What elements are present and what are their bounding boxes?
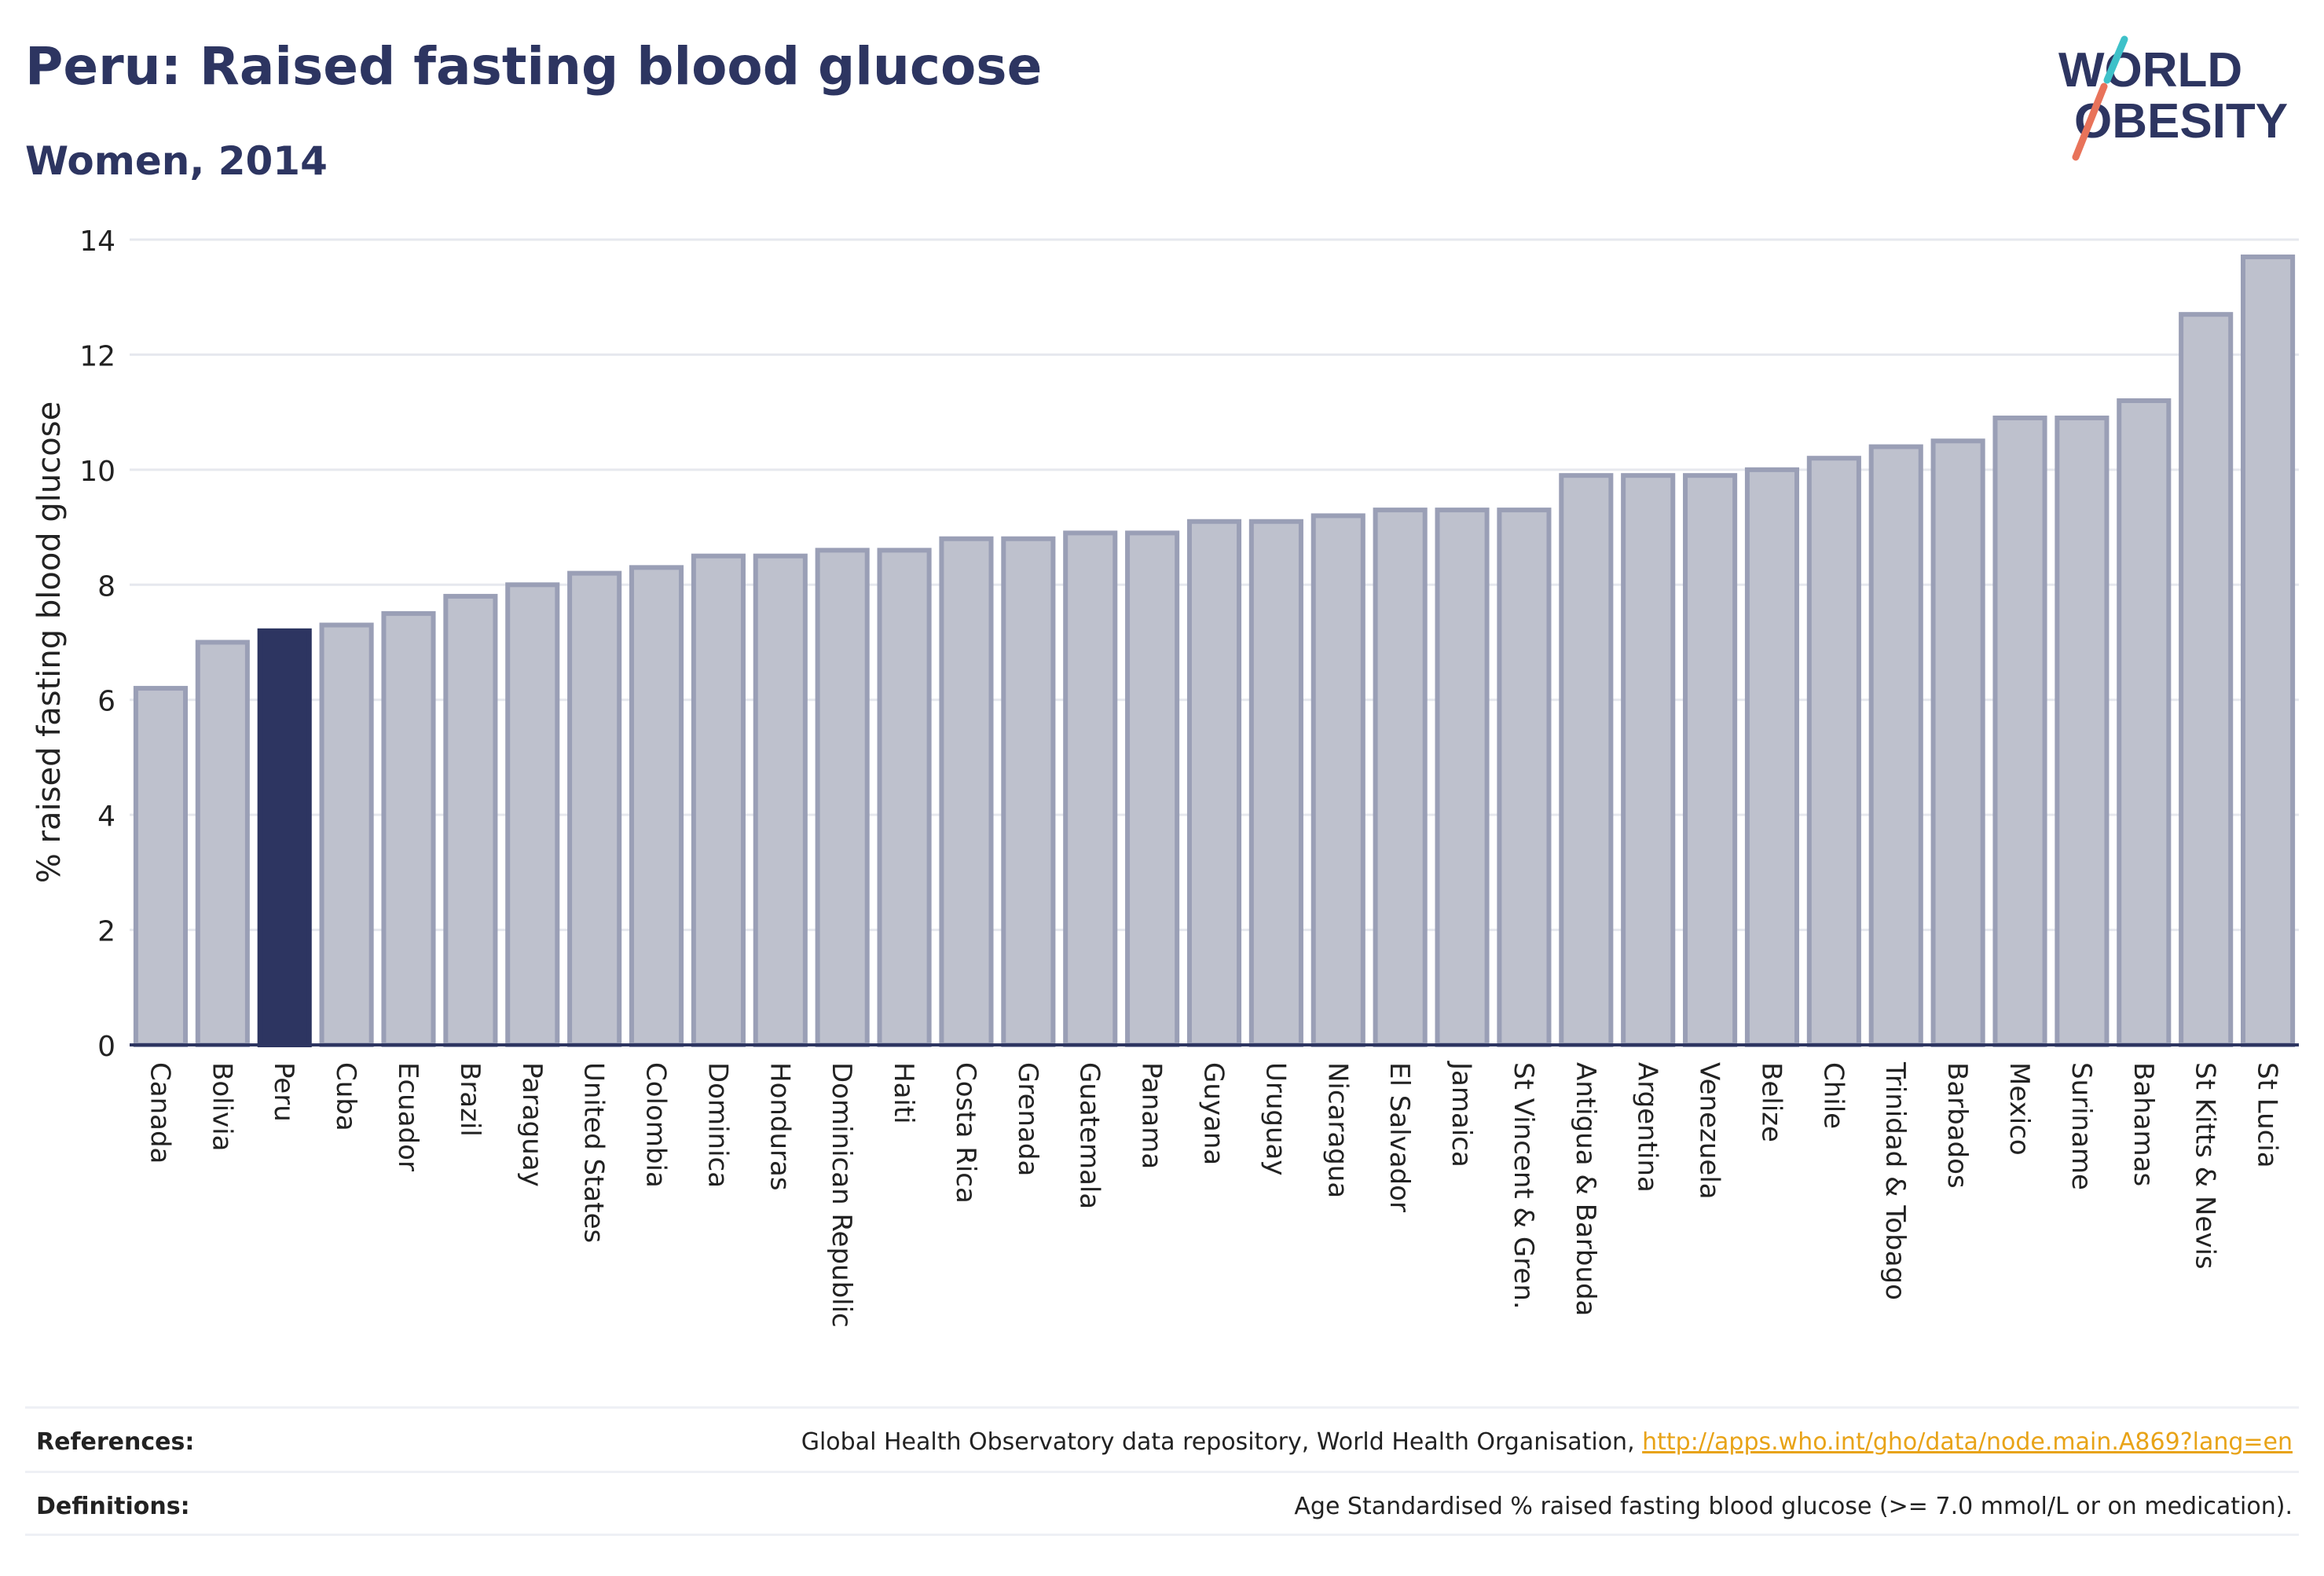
x-tick-label: Bolivia (206, 1062, 237, 1151)
footer-divider-middle (25, 1471, 2299, 1473)
x-tick-label: Grenada (1012, 1062, 1043, 1176)
y-tick-label: 12 (79, 340, 115, 372)
y-tick-label: 14 (79, 225, 115, 258)
x-tick-label: Nicaragua (1321, 1062, 1353, 1198)
x-tick-label: Guyana (1198, 1062, 1230, 1165)
x-tick-label: Bahamas (2128, 1062, 2159, 1186)
x-tick-label: Peru (268, 1062, 299, 1122)
y-tick-label: 8 (97, 570, 115, 603)
bar (1125, 530, 1180, 1047)
bar (1186, 519, 1242, 1047)
x-tick-label: Haiti (888, 1062, 919, 1124)
references-label: References: (36, 1428, 195, 1456)
y-tick-label: 6 (97, 686, 115, 718)
bar (1248, 519, 1303, 1047)
definitions-text: Age Standardised % raised fasting blood … (1294, 1493, 2293, 1520)
bar (1683, 473, 1738, 1047)
y-tick-label: 10 (79, 456, 115, 488)
bar (1806, 456, 1861, 1047)
bar (2179, 312, 2234, 1047)
world-obesity-logo: WORLD OBESITY (2058, 35, 2288, 161)
x-tick-label: St Lucia (2252, 1062, 2283, 1168)
x-tick-label: United States (578, 1062, 610, 1243)
bar (505, 582, 560, 1047)
x-tick-label: Guatemala (1074, 1062, 1105, 1209)
x-tick-label: Costa Rica (950, 1062, 981, 1204)
bar (815, 548, 870, 1047)
x-tick-label: St Kitts & Nevis (2190, 1062, 2221, 1270)
bar (2241, 254, 2296, 1047)
y-tick-label: 4 (97, 801, 115, 833)
footer-divider-bottom (25, 1534, 2299, 1536)
logo-line-1: WORLD (2058, 43, 2242, 97)
x-tick-label: El Salvador (1384, 1062, 1415, 1212)
bar (1063, 530, 1118, 1047)
bar (629, 565, 684, 1047)
x-tick-label: Belize (1755, 1062, 1787, 1142)
x-tick-label: Ecuador (392, 1062, 423, 1171)
bar (691, 553, 746, 1047)
x-tick-label: Barbados (1941, 1062, 1973, 1189)
x-tick-label: Dominican Republic (826, 1062, 857, 1328)
bar (443, 593, 498, 1047)
bar (939, 536, 994, 1047)
x-tick-label: Paraguay (516, 1062, 548, 1187)
bar (753, 553, 808, 1047)
x-tick-label: Mexico (2003, 1062, 2035, 1156)
bar (1868, 444, 1923, 1047)
bar-highlight (257, 628, 312, 1047)
bar (1621, 473, 1676, 1047)
x-tick-label: Venezuela (1694, 1062, 1725, 1200)
x-tick-label: Cuba (330, 1062, 361, 1131)
y-tick-label: 0 (97, 1031, 115, 1063)
bar (1497, 508, 1552, 1047)
x-tick-label: Argentina (1632, 1062, 1663, 1193)
x-tick-label: Chile (1817, 1062, 1849, 1129)
bar (195, 640, 250, 1047)
logo-slash-lower (2072, 82, 2108, 161)
bar (877, 548, 932, 1047)
x-tick-label: St Vincent & Gren. (1508, 1062, 1539, 1310)
logo-slash-upper (2103, 35, 2128, 84)
bar (1435, 508, 1490, 1047)
x-tick-label: Uruguay (1259, 1062, 1291, 1176)
bar (319, 622, 374, 1047)
bar (1559, 473, 1614, 1047)
x-tick-label: Suriname (2066, 1062, 2097, 1190)
x-tick-label: Honduras (764, 1062, 795, 1191)
x-tick-label: Canada (144, 1062, 175, 1164)
x-tick-label: Dominica (702, 1062, 733, 1188)
page-subtitle: Women, 2014 (25, 138, 328, 184)
bar (381, 610, 436, 1047)
x-tick-label: Antigua & Barbuda (1570, 1062, 1601, 1316)
y-axis-title: % raised fasting blood glucose (31, 401, 68, 883)
footer-divider-top (25, 1406, 2299, 1409)
bar (1373, 508, 1428, 1047)
bar (1930, 438, 1985, 1047)
bar (2055, 415, 2110, 1047)
bar (1992, 415, 2047, 1047)
x-tick-label: Colombia (640, 1062, 672, 1188)
bar (133, 686, 188, 1047)
bar (1744, 467, 1800, 1047)
references-link[interactable]: http://apps.who.int/gho/data/node.main.A… (1642, 1428, 2293, 1456)
x-tick-label: Brazil (454, 1062, 486, 1137)
definitions-label: Definitions: (36, 1493, 190, 1520)
bar (2117, 398, 2172, 1047)
page-title: Peru: Raised fasting blood glucose (25, 36, 1043, 97)
bar-chart: 0 2 4 6 8 10 12 14 % raised fasting blood glucos… (31, 225, 2299, 1328)
logo-line-2: OBESITY (2074, 94, 2288, 148)
x-tick-label: Jamaica (1446, 1061, 1477, 1167)
references-text: Global Health Observatory data repositor… (801, 1428, 2293, 1456)
x-tick-label: Trinidad & Tobago (1879, 1061, 1911, 1300)
bar (567, 570, 622, 1047)
bar (1001, 536, 1056, 1047)
references-source: Global Health Observatory data repositor… (801, 1428, 1643, 1456)
y-tick-label: 2 (97, 916, 115, 948)
x-tick-label: Panama (1136, 1062, 1167, 1169)
bar (1310, 513, 1365, 1047)
